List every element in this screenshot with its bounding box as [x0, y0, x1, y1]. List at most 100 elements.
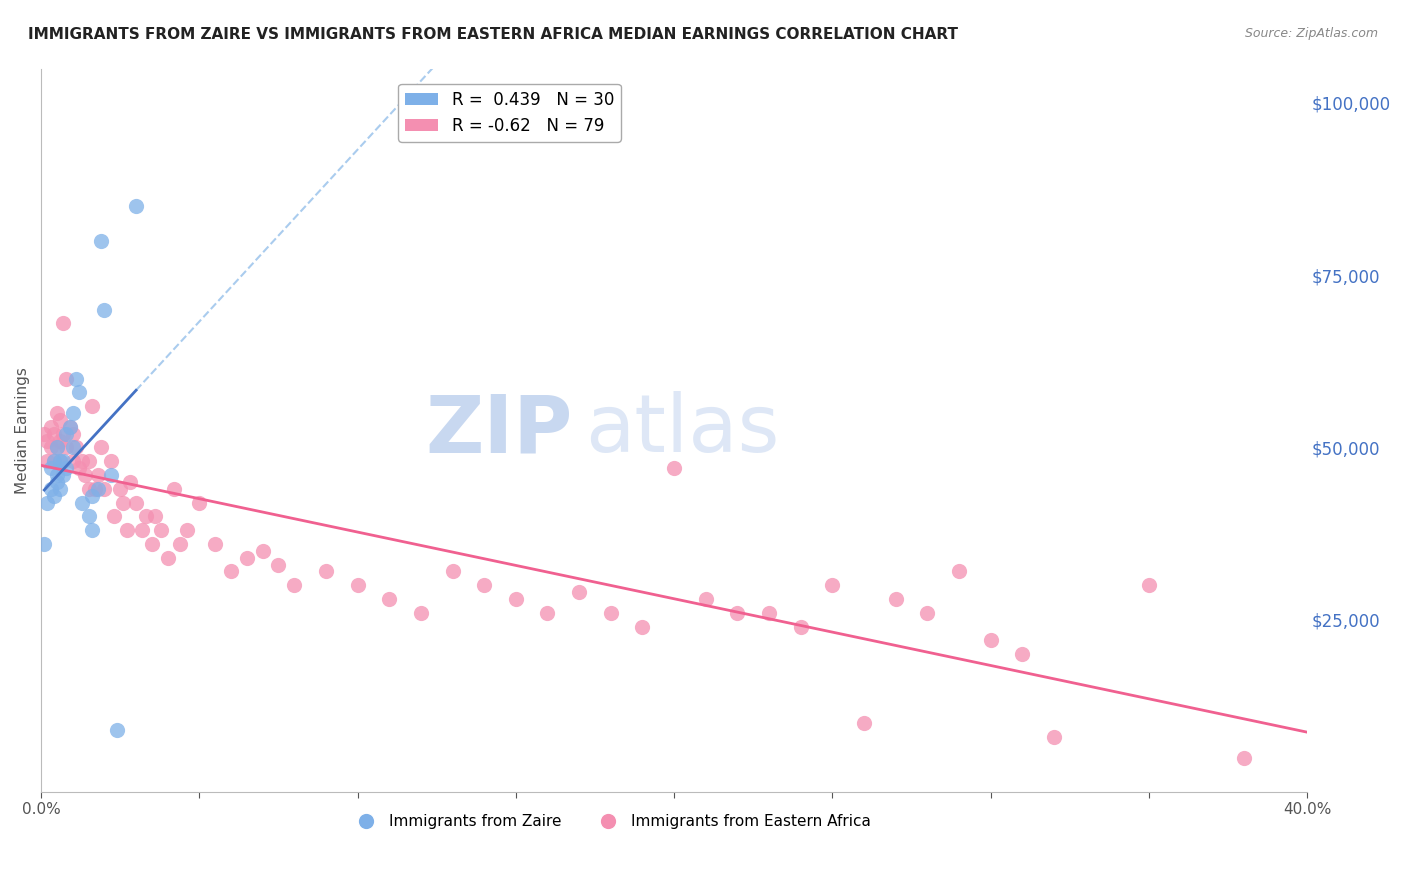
Point — [75, 468, 97, 483]
Point — [32, 537, 55, 551]
Point — [80, 399, 103, 413]
Point — [188, 495, 211, 509]
Point — [49, 454, 72, 468]
Point — [39, 441, 62, 455]
Point — [100, 468, 122, 483]
Point — [37, 434, 59, 448]
Text: Source: ZipAtlas.com: Source: ZipAtlas.com — [1244, 27, 1378, 40]
Point — [65, 371, 87, 385]
Point — [599, 606, 621, 620]
Point — [948, 565, 970, 579]
Point — [103, 509, 125, 524]
Point — [72, 495, 94, 509]
Point — [219, 565, 242, 579]
Y-axis label: Median Earnings: Median Earnings — [15, 367, 30, 493]
Point — [87, 482, 110, 496]
Point — [789, 619, 811, 633]
Point — [1137, 578, 1160, 592]
Point — [409, 606, 432, 620]
Point — [163, 482, 186, 496]
Point — [80, 523, 103, 537]
Point — [72, 454, 94, 468]
Point — [852, 716, 875, 731]
Point — [118, 475, 141, 489]
Point — [1011, 647, 1033, 661]
Point — [631, 619, 654, 633]
Point — [283, 578, 305, 592]
Point — [725, 606, 748, 620]
Point — [125, 495, 148, 509]
Point — [62, 454, 84, 468]
Point — [662, 461, 685, 475]
Point — [100, 454, 122, 468]
Point — [135, 509, 157, 524]
Point — [58, 419, 80, 434]
Point — [55, 441, 77, 455]
Point — [980, 633, 1002, 648]
Point — [176, 523, 198, 537]
Point — [67, 385, 90, 400]
Point — [52, 468, 75, 483]
Point — [62, 406, 84, 420]
Point — [37, 495, 59, 509]
Point — [67, 461, 90, 475]
Point — [52, 454, 75, 468]
Point — [39, 461, 62, 475]
Text: IMMIGRANTS FROM ZAIRE VS IMMIGRANTS FROM EASTERN AFRICA MEDIAN EARNINGS CORRELAT: IMMIGRANTS FROM ZAIRE VS IMMIGRANTS FROM… — [28, 27, 957, 42]
Point — [45, 441, 67, 455]
Point — [156, 550, 179, 565]
Point — [110, 482, 132, 496]
Point — [65, 441, 87, 455]
Point — [42, 489, 65, 503]
Point — [204, 537, 226, 551]
Point — [49, 482, 72, 496]
Point — [441, 565, 464, 579]
Point — [143, 509, 166, 524]
Point — [39, 419, 62, 434]
Point — [169, 537, 191, 551]
Point — [131, 523, 153, 537]
Point — [42, 454, 65, 468]
Point — [90, 441, 112, 455]
Point — [87, 468, 110, 483]
Point — [49, 413, 72, 427]
Point — [49, 434, 72, 448]
Point — [45, 468, 67, 483]
Point — [505, 592, 527, 607]
Text: ZIP: ZIP — [426, 392, 572, 469]
Text: atlas: atlas — [585, 392, 780, 469]
Point — [45, 441, 67, 455]
Point — [472, 578, 495, 592]
Point — [150, 523, 173, 537]
Point — [821, 578, 844, 592]
Point — [125, 199, 148, 213]
Point — [93, 482, 115, 496]
Point — [90, 234, 112, 248]
Point — [1233, 750, 1256, 764]
Point — [55, 461, 77, 475]
Point — [346, 578, 368, 592]
Point — [758, 606, 780, 620]
Point — [115, 523, 138, 537]
Point — [568, 585, 591, 599]
Point — [52, 317, 75, 331]
Point — [62, 441, 84, 455]
Point — [536, 606, 558, 620]
Point — [141, 537, 163, 551]
Point — [55, 426, 77, 441]
Point — [77, 509, 100, 524]
Point — [252, 544, 274, 558]
Point — [39, 482, 62, 496]
Point — [49, 454, 72, 468]
Point — [55, 371, 77, 385]
Point — [105, 723, 128, 737]
Point — [42, 454, 65, 468]
Point — [80, 489, 103, 503]
Point — [58, 419, 80, 434]
Point — [52, 426, 75, 441]
Point — [37, 454, 59, 468]
Point — [112, 495, 135, 509]
Point — [45, 475, 67, 489]
Point — [45, 406, 67, 420]
Point — [93, 302, 115, 317]
